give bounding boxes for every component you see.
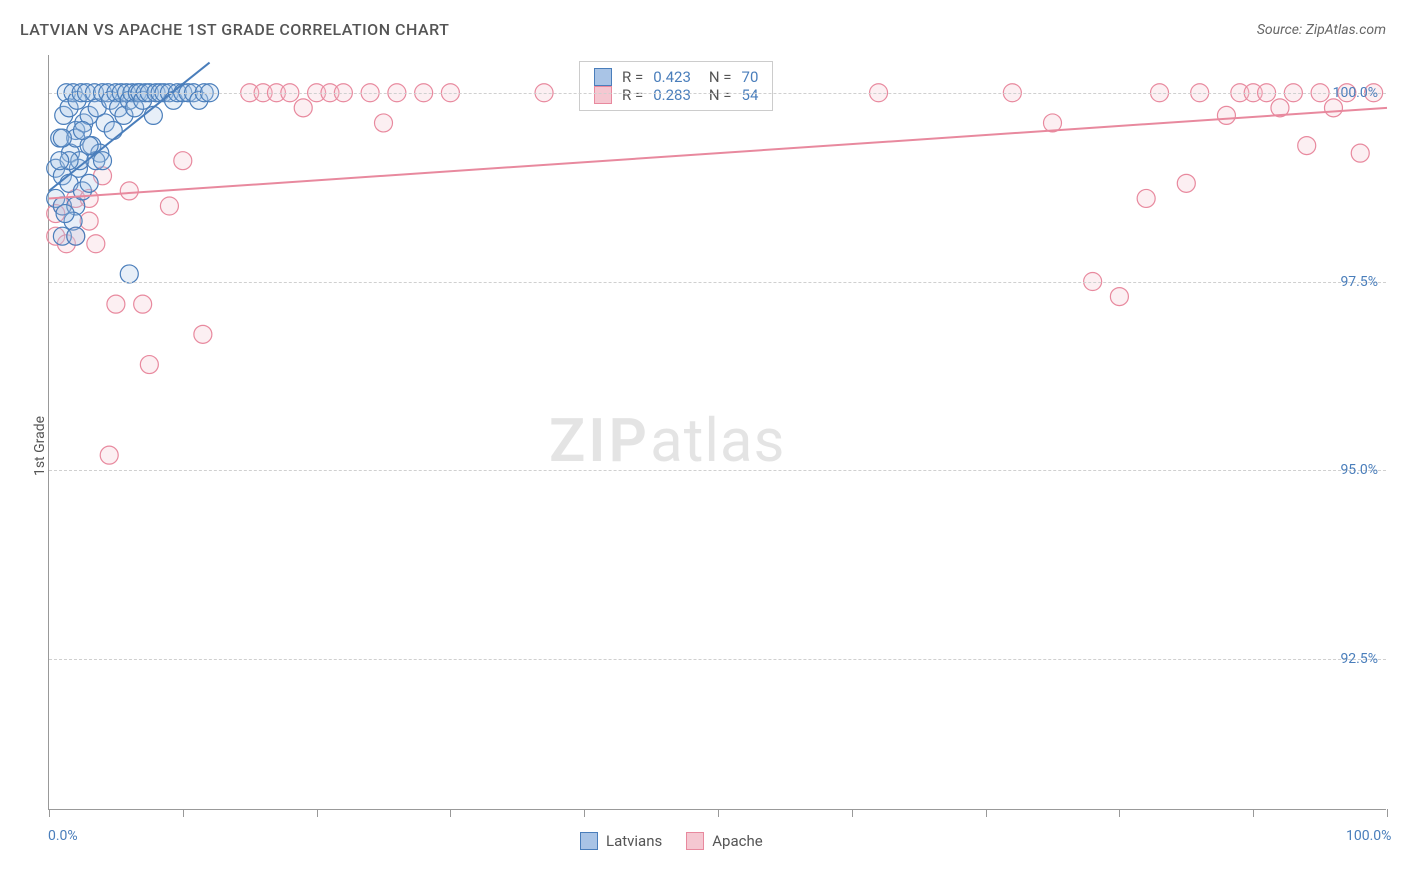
series-legend: Latvians Apache — [580, 832, 763, 850]
data-point — [73, 122, 91, 140]
x-tick — [450, 809, 451, 817]
x-tick — [1119, 809, 1120, 817]
x-tick — [1387, 809, 1388, 817]
data-point — [1217, 106, 1235, 124]
y-axis-label: 1st Grade — [32, 416, 48, 476]
legend-label-apache: Apache — [712, 832, 762, 850]
y-tick-label: 92.5% — [1340, 651, 1378, 667]
data-point — [1137, 189, 1155, 207]
data-point — [120, 265, 138, 283]
gridline — [49, 470, 1386, 471]
data-point — [174, 152, 192, 170]
data-point — [107, 295, 125, 313]
legend-label-latvians: Latvians — [606, 832, 662, 850]
data-point — [194, 325, 212, 343]
gridline — [49, 659, 1386, 660]
data-point — [375, 114, 393, 132]
legend-row-latvians: R = 0.423 N = 70 — [594, 68, 758, 86]
x-tick-label: 100.0% — [1346, 828, 1391, 844]
n-value-apache: 54 — [742, 86, 759, 104]
r-label: R = — [622, 68, 643, 86]
data-point — [51, 152, 69, 170]
data-point — [1351, 144, 1369, 162]
data-point — [87, 235, 105, 253]
x-tick — [1253, 809, 1254, 817]
x-tick — [718, 809, 719, 817]
legend-item-apache: Apache — [686, 832, 762, 850]
x-tick — [986, 809, 987, 817]
n-label: N = — [709, 68, 732, 86]
x-tick — [584, 809, 585, 817]
data-point — [160, 197, 178, 215]
data-point — [100, 446, 118, 464]
n-value-latvians: 70 — [742, 68, 759, 86]
data-point — [53, 129, 71, 147]
data-point — [140, 356, 158, 374]
gridline — [49, 282, 1386, 283]
r-label: R = — [622, 86, 643, 104]
swatch-apache-bottom — [686, 832, 704, 850]
x-tick-label: 0.0% — [48, 828, 78, 844]
swatch-latvians-bottom — [580, 832, 598, 850]
scatter-svg — [49, 55, 1386, 809]
plot-area: ZIPatlas R = 0.423 N = 70 R = 0.283 N = … — [48, 55, 1386, 810]
data-point — [1177, 174, 1195, 192]
data-point — [104, 122, 122, 140]
data-point — [1324, 99, 1342, 117]
legend-row-apache: R = 0.283 N = 54 — [594, 86, 758, 104]
data-point — [120, 182, 138, 200]
data-point — [1110, 288, 1128, 306]
data-point — [80, 212, 98, 230]
data-point — [56, 205, 74, 223]
swatch-latvians — [594, 68, 612, 86]
data-point — [144, 106, 162, 124]
r-value-apache: 0.283 — [653, 86, 691, 104]
x-tick — [183, 809, 184, 817]
data-point — [80, 174, 98, 192]
y-tick-label: 97.5% — [1340, 274, 1378, 290]
chart-source: Source: ZipAtlas.com — [1257, 22, 1386, 38]
chart-title: LATVIAN VS APACHE 1ST GRADE CORRELATION … — [20, 20, 449, 39]
y-tick-label: 95.0% — [1340, 462, 1378, 478]
correlation-legend: R = 0.423 N = 70 R = 0.283 N = 54 — [579, 61, 773, 111]
gridline — [49, 93, 1386, 94]
x-tick — [49, 809, 50, 817]
data-point — [1298, 137, 1316, 155]
x-tick — [317, 809, 318, 817]
swatch-apache — [594, 86, 612, 104]
y-tick-label: 100.0% — [1333, 85, 1378, 101]
x-tick — [852, 809, 853, 817]
data-point — [67, 227, 85, 245]
data-point — [294, 99, 312, 117]
data-point — [134, 295, 152, 313]
n-label: N = — [709, 86, 732, 104]
r-value-latvians: 0.423 — [653, 68, 691, 86]
legend-item-latvians: Latvians — [580, 832, 662, 850]
